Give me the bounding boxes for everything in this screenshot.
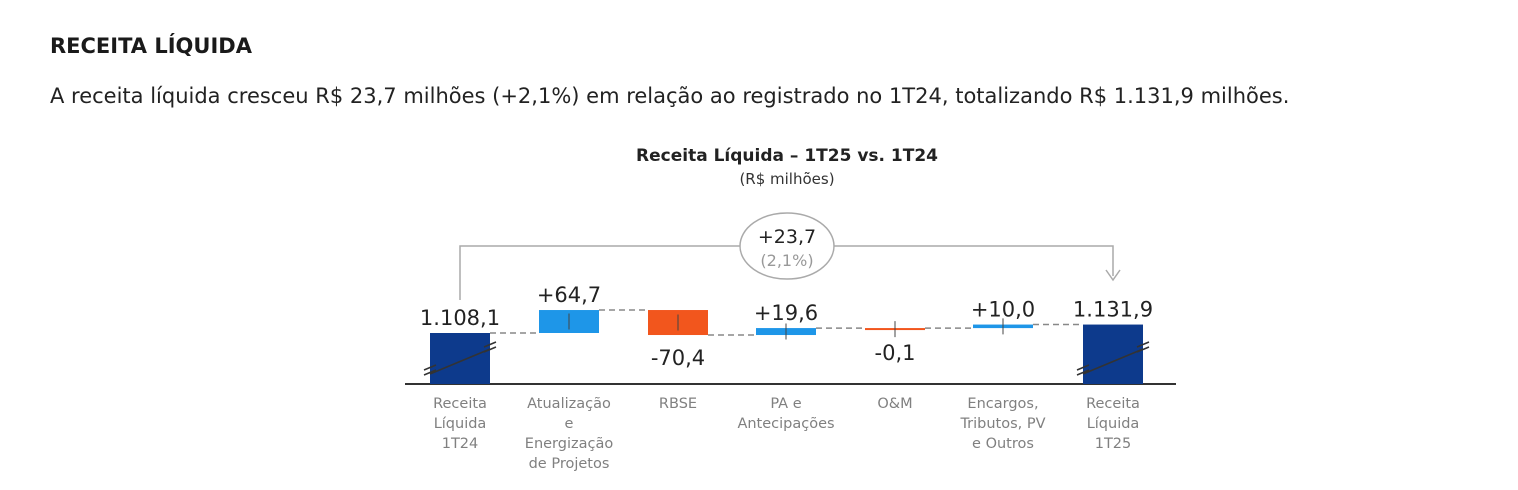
bar-6 xyxy=(1083,324,1143,384)
data-label: +10,0 xyxy=(971,298,1035,322)
category-label: Receita Líquida 1T25 xyxy=(1086,396,1140,452)
axis-break-icon xyxy=(423,341,497,376)
category-label-line: e Outros xyxy=(972,436,1034,452)
category-label: Encargos, Tributos, PV e Outros xyxy=(959,396,1045,452)
bar-0 xyxy=(430,333,490,384)
category-label-line: O&M xyxy=(877,396,912,412)
variation-percent: (2,1%) xyxy=(760,251,813,270)
section-heading: RECEITA LÍQUIDA xyxy=(50,34,252,58)
category-label-line: RBSE xyxy=(659,396,697,412)
data-label: +64,7 xyxy=(537,283,601,307)
variation-value: +23,7 xyxy=(758,226,816,248)
category-label-line: Receita xyxy=(1086,396,1140,412)
category-label: Atualização e Energização de Projetos xyxy=(525,396,614,472)
category-label-line: Receita xyxy=(433,396,487,412)
data-label: -70,4 xyxy=(651,346,705,370)
data-label: 1.108,1 xyxy=(420,306,500,330)
chart-title: Receita Líquida – 1T25 vs. 1T24 xyxy=(636,146,938,166)
data-label: +19,6 xyxy=(754,301,818,325)
category-label-line: Encargos, xyxy=(967,396,1038,412)
category-label-line: e xyxy=(565,416,574,432)
category-label: Receita Líquida 1T24 xyxy=(433,396,487,452)
category-label-line: 1T24 xyxy=(442,436,479,452)
axis-break-icon xyxy=(1076,341,1150,376)
category-label: PA e Antecipações xyxy=(737,396,834,432)
data-label: -0,1 xyxy=(875,341,916,365)
category-label-line: de Projetos xyxy=(529,456,610,472)
section-paragraph: A receita líquida cresceu R$ 23,7 milhõe… xyxy=(50,84,1290,108)
category-label-line: Antecipações xyxy=(737,416,834,432)
category-label-line: Líquida xyxy=(434,416,487,432)
category-label-line: Energização xyxy=(525,436,614,452)
category-label: RBSE xyxy=(659,396,697,412)
chart-subtitle: (R$ milhões) xyxy=(739,170,834,188)
variation-circle xyxy=(739,212,835,280)
arrow-down-icon xyxy=(1105,269,1121,282)
category-label-line: 1T25 xyxy=(1095,436,1132,452)
category-label-line: Atualização xyxy=(527,396,611,412)
variation-bracket xyxy=(459,245,1114,300)
category-label-line: PA e xyxy=(770,396,801,412)
category-label-line: Líquida xyxy=(1087,416,1140,432)
category-label: O&M xyxy=(877,396,912,412)
data-label: 1.131,9 xyxy=(1073,298,1153,322)
category-label-line: Tributos, PV xyxy=(959,416,1045,432)
